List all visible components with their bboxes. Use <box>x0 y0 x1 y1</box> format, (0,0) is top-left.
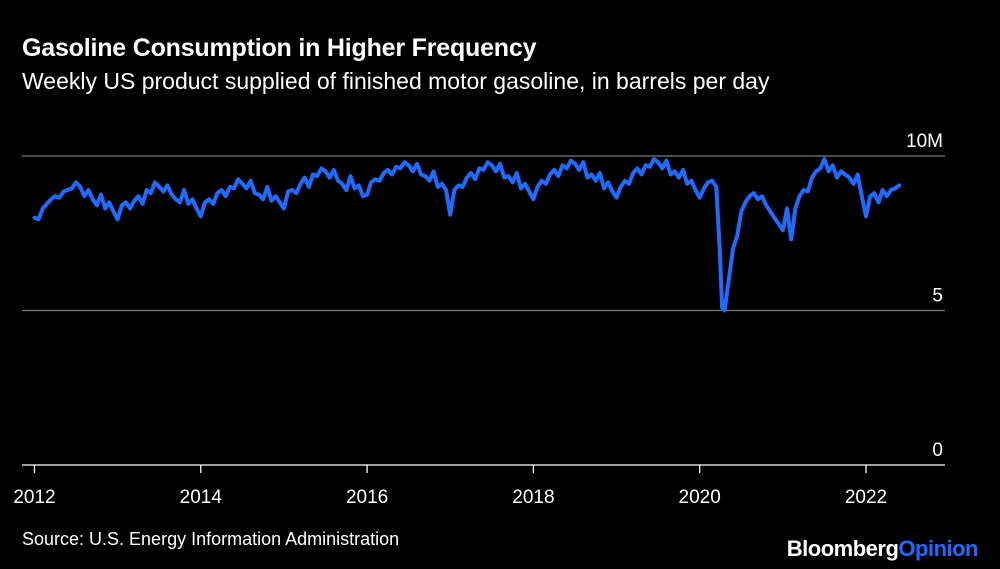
y-tick-label: 5 <box>932 286 943 307</box>
chart-title: Gasoline Consumption in Higher Frequency <box>22 34 537 62</box>
chart-subtitle: Weekly US product supplied of finished m… <box>22 68 770 94</box>
series-line-0 <box>32 157 902 313</box>
x-axis-tick-labels: 2012 2014 2016 2018 2020 2022 <box>13 465 887 508</box>
brand-logo: BloombergOpinion <box>786 536 979 562</box>
brand-secondary: Opinion <box>898 536 978 561</box>
y-axis-tick-labels: 10M 5 0 <box>906 131 943 461</box>
x-tick-label: 2020 <box>679 487 721 508</box>
series-group <box>32 157 902 313</box>
x-tick-label: 2018 <box>512 487 554 508</box>
y-tick-label: 10M <box>906 131 943 152</box>
grid-lines <box>22 155 945 312</box>
x-tick-label: 2014 <box>180 487 223 508</box>
brand-primary: Bloomberg <box>786 536 899 561</box>
x-tick-label: 2016 <box>346 487 388 508</box>
y-tick-label: 0 <box>932 440 943 461</box>
source-note: Source: U.S. Energy Information Administ… <box>22 529 400 549</box>
x-tick-label: 2022 <box>845 487 887 508</box>
x-tick-label: 2012 <box>13 487 55 508</box>
